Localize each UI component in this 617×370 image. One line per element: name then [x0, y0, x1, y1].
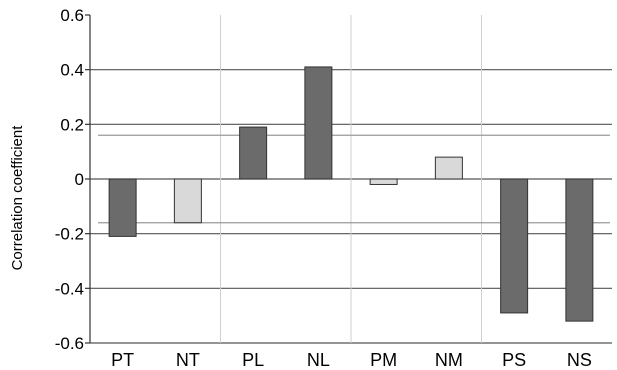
bar-nl: [304, 66, 333, 180]
x-category-label: PL: [242, 350, 264, 370]
bar-layer: [108, 66, 594, 322]
x-category-label: PS: [502, 350, 526, 370]
label-layer: -0.6 -0.4 -0.2 0 0.2 0.4 0.6 PT NT PL NL PM NM PS NS: [55, 6, 592, 370]
y-tick-label: 0.4: [60, 61, 84, 80]
x-category-label: NT: [176, 350, 200, 370]
x-category-label: NL: [307, 350, 330, 370]
y-tick-label: -0.2: [55, 225, 84, 244]
y-tick-label: -0.6: [55, 334, 84, 353]
y-tick-label: 0: [75, 170, 84, 189]
x-category-label: PT: [111, 350, 134, 370]
bar-pm: [369, 178, 398, 185]
y-tick-label: -0.4: [55, 279, 84, 298]
axis-layer: [85, 14, 91, 344]
x-category-label: NS: [567, 350, 592, 370]
grid-layer: [90, 15, 612, 344]
bar-pt: [108, 178, 137, 237]
bar-ns: [565, 178, 594, 322]
bar-nm: [434, 156, 463, 180]
x-category-label: NM: [435, 350, 463, 370]
bar-nt: [173, 178, 202, 224]
y-tick-label: 0.6: [60, 6, 84, 25]
x-category-label: PM: [370, 350, 397, 370]
y-tick-label: 0.2: [60, 115, 84, 134]
y-axis-title: Correlation coefficient: [9, 125, 26, 271]
bar-pl: [239, 126, 268, 180]
bar-ps: [500, 178, 529, 314]
